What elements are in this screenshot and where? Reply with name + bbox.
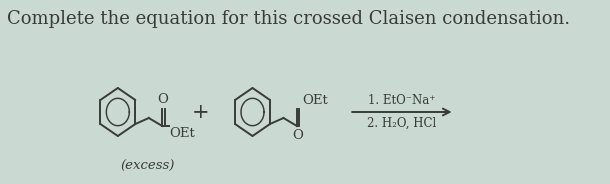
Text: Complete the equation for this crossed Claisen condensation.: Complete the equation for this crossed C… bbox=[7, 10, 570, 28]
Text: 2. H₂O, HCl: 2. H₂O, HCl bbox=[367, 117, 437, 130]
Text: OEt: OEt bbox=[169, 127, 195, 140]
Text: 1. EtO⁻Na⁺: 1. EtO⁻Na⁺ bbox=[368, 94, 436, 107]
Text: O: O bbox=[292, 129, 303, 142]
Text: OEt: OEt bbox=[302, 94, 328, 107]
Text: (excess): (excess) bbox=[120, 160, 174, 173]
Text: +: + bbox=[192, 102, 209, 121]
Text: O: O bbox=[157, 93, 168, 106]
